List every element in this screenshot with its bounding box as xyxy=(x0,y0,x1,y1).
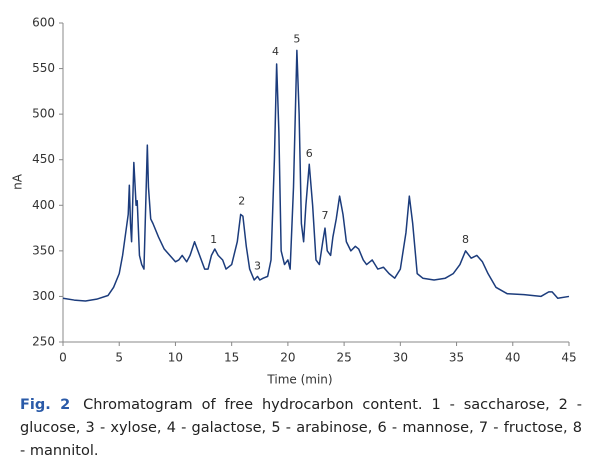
y-tick-label: 600 xyxy=(32,16,55,30)
peak-label: 1 xyxy=(210,233,217,246)
x-tick-label: 25 xyxy=(336,351,351,365)
peak-label: 4 xyxy=(272,45,279,58)
peak-label: 6 xyxy=(306,147,313,160)
x-tick-label: 5 xyxy=(115,351,123,365)
y-tick-label: 550 xyxy=(32,61,55,75)
caption-text: Chromatogram of free hydrocarbon content… xyxy=(20,397,583,459)
peak-label: 8 xyxy=(462,233,469,246)
peak-label: 2 xyxy=(238,195,245,208)
x-tick-label: 35 xyxy=(449,351,464,365)
y-tick-label: 450 xyxy=(32,152,55,166)
chart: Time (min) nA 250 300 350 400 450 500 550 600 0 5… xyxy=(11,16,577,387)
x-tick-label: 30 xyxy=(393,351,408,365)
y-tick-label: 500 xyxy=(32,107,55,121)
x-tick-label: 10 xyxy=(168,351,183,365)
x-tick-label: 0 xyxy=(59,351,67,365)
chromatogram-line xyxy=(62,49,570,302)
x-tick-label: 45 xyxy=(561,351,576,365)
peak-label: 7 xyxy=(321,209,328,222)
x-tick-label: 40 xyxy=(505,351,520,365)
x-tick-label: 15 xyxy=(224,351,239,365)
y-tick-label: 400 xyxy=(32,198,55,212)
peak-label: 5 xyxy=(293,32,300,45)
x-tick-label: 20 xyxy=(280,351,295,365)
peak-label: 3 xyxy=(254,259,261,272)
y-tick-label: 300 xyxy=(32,289,55,303)
y-tick-label: 250 xyxy=(32,335,55,349)
caption-label: Fig. 2 xyxy=(20,397,71,413)
x-axis-label: Time (min) xyxy=(266,373,332,387)
caption: Fig. 2 Chromatogram of free hydrocarbon … xyxy=(20,394,582,463)
y-tick-label: 350 xyxy=(32,243,55,257)
y-axis-label: nA xyxy=(11,173,25,190)
